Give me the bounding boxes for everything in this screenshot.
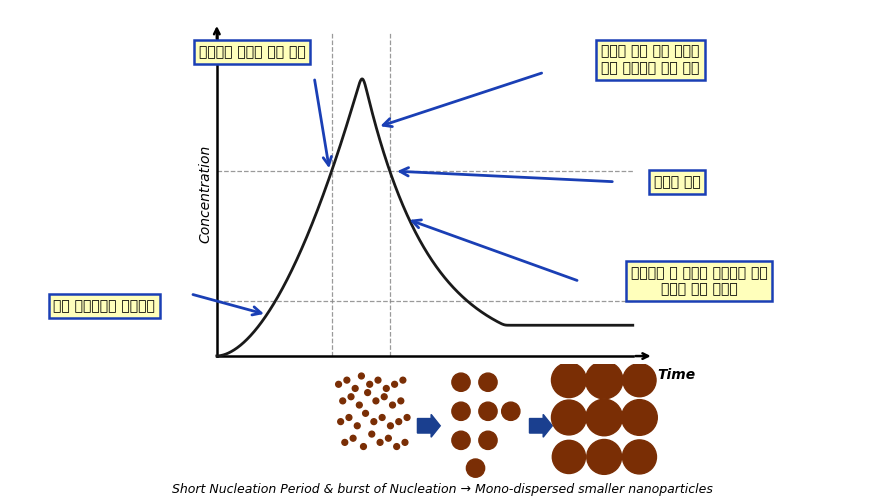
Circle shape [452,402,470,420]
Circle shape [551,363,587,397]
Circle shape [466,459,485,477]
Text: Time: Time [658,369,696,382]
Circle shape [340,398,346,404]
Circle shape [375,377,381,383]
Circle shape [352,385,358,391]
Circle shape [335,381,342,387]
Circle shape [389,402,396,408]
Circle shape [623,364,656,397]
Circle shape [348,394,354,399]
Circle shape [402,439,408,445]
Circle shape [377,439,383,445]
Circle shape [380,414,385,420]
Text: 핵생성 의한 금속 소모로
금속 클러스터 농도 감소: 핵생성 의한 금속 소모로 금속 클러스터 농도 감소 [601,45,700,75]
Circle shape [365,389,371,395]
Text: Short Nucleation Period & burst of Nucleation → Mono-dispersed smaller nanoparti: Short Nucleation Period & burst of Nucle… [172,483,713,496]
Circle shape [551,400,587,435]
Circle shape [452,373,470,391]
Circle shape [371,419,377,424]
Circle shape [398,398,404,404]
Text: 핵생성 중지: 핵생성 중지 [654,175,700,189]
Circle shape [357,402,362,408]
Circle shape [586,362,623,399]
Circle shape [479,402,497,420]
Circle shape [400,377,406,383]
Circle shape [381,394,387,399]
Circle shape [363,410,368,416]
Circle shape [552,440,586,474]
Text: 핵생성에 필요한 임계 농도: 핵생성에 필요한 임계 농도 [199,45,305,59]
Circle shape [366,381,373,387]
Circle shape [354,423,360,429]
Circle shape [392,381,397,387]
Circle shape [396,419,402,424]
Circle shape [346,414,352,420]
FancyArrow shape [418,414,440,437]
Circle shape [383,385,389,391]
Circle shape [360,444,366,449]
Circle shape [344,377,350,383]
Circle shape [621,399,658,435]
Circle shape [587,439,621,474]
Circle shape [369,431,374,437]
Circle shape [622,440,657,474]
Circle shape [358,373,365,379]
Y-axis label: Concentration: Concentration [198,145,212,244]
Circle shape [388,423,393,429]
Circle shape [350,435,356,441]
Circle shape [479,373,497,391]
Circle shape [479,431,497,449]
Circle shape [386,435,391,441]
Text: 금속 클러스터의 농도증가: 금속 클러스터의 농도증가 [53,299,156,313]
Circle shape [394,444,400,449]
Circle shape [342,439,348,445]
Circle shape [373,398,379,404]
FancyArrow shape [529,414,552,437]
Circle shape [586,399,622,436]
Circle shape [338,419,343,424]
Text: 추가적인 핵 생성은 일어나지 않고
생성된 핵이 성장함: 추가적인 핵 생성은 일어나지 않고 생성된 핵이 성장함 [631,266,767,296]
Circle shape [452,431,470,449]
Circle shape [502,402,519,420]
Circle shape [404,414,410,420]
